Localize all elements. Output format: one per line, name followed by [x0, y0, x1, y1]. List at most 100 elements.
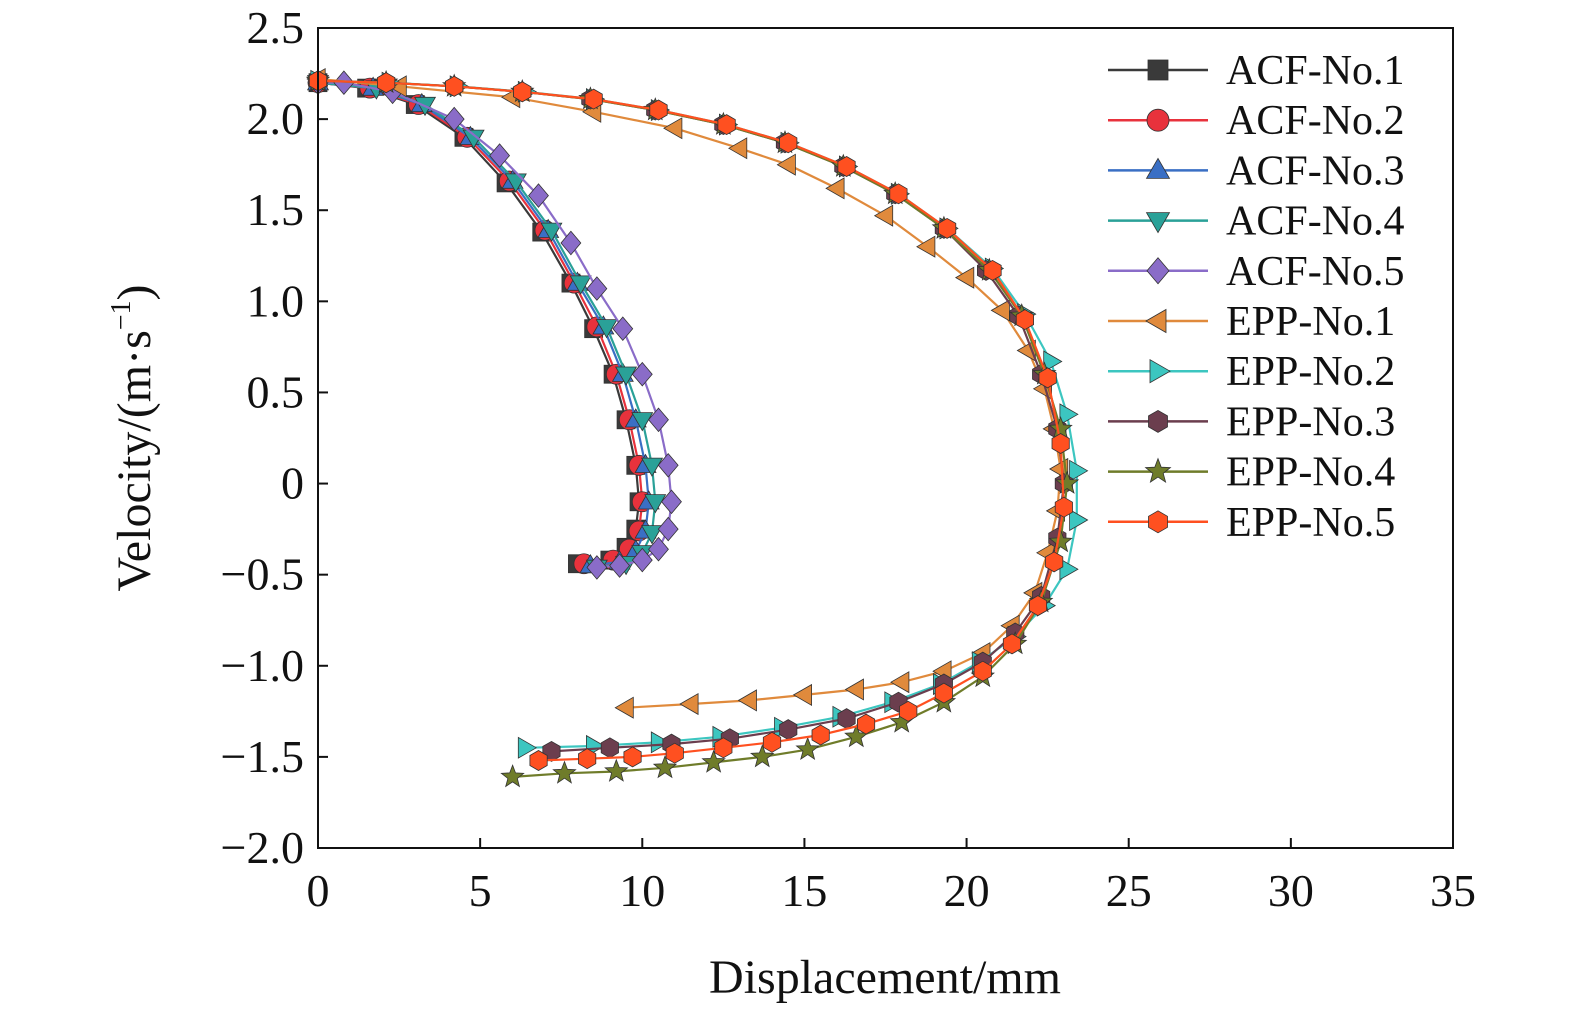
legend-label-epp-no-1: EPP-No.1 — [1226, 299, 1395, 345]
y-axis-title: Velocity/(m·s−1) — [106, 284, 161, 591]
data-point-epp-no-5 — [1002, 633, 1021, 655]
y-tick-label: 2.5 — [247, 2, 305, 53]
legend-marker-acf-no-2 — [1146, 108, 1170, 132]
data-point-epp-no-1 — [614, 696, 634, 719]
data-point-acf-no-5 — [489, 143, 511, 168]
data-point-epp-no-5 — [584, 88, 603, 110]
legend-item-acf-no-2: ACF-No.2 — [1108, 98, 1405, 144]
data-point-epp-no-5 — [665, 742, 684, 764]
data-point-acf-no-5 — [333, 70, 355, 96]
y-tick-label: 1.5 — [247, 184, 305, 235]
data-point-acf-no-4 — [595, 319, 618, 339]
data-point-epp-no-5 — [1054, 496, 1073, 518]
series-epp-no-1 — [306, 68, 1069, 719]
legend-label-acf-no-5: ACF-No.5 — [1226, 249, 1405, 295]
data-point-acf-no-5 — [586, 276, 608, 301]
legend-item-acf-no-4: ACF-No.4 — [1108, 199, 1405, 245]
data-point-acf-no-4 — [615, 366, 638, 386]
data-point-epp-no-5 — [837, 156, 856, 177]
data-point-epp-no-5 — [1015, 309, 1034, 331]
legend-item-epp-no-1: EPP-No.1 — [1108, 299, 1395, 345]
series-epp-no-2 — [310, 69, 1089, 759]
series-acf-no-4 — [306, 75, 667, 580]
data-point-epp-no-5 — [578, 748, 597, 770]
legend-label-epp-no-5: EPP-No.5 — [1226, 500, 1395, 546]
y-tick-label: −1.0 — [221, 640, 304, 691]
data-point-epp-no-1 — [663, 117, 683, 140]
data-point-acf-no-4 — [540, 222, 563, 242]
legend-marker-epp-no-1 — [1145, 308, 1167, 334]
data-point-acf-no-5 — [648, 536, 669, 562]
legend-label-acf-no-1: ACF-No.1 — [1226, 48, 1405, 94]
data-point-epp-no-1 — [737, 689, 757, 712]
data-point-acf-no-5 — [560, 230, 582, 256]
data-point-epp-no-5 — [714, 737, 733, 759]
x-tick-label: 0 — [307, 865, 330, 916]
y-tick-label: 1.0 — [247, 275, 305, 326]
legend-marker-acf-no-5 — [1146, 257, 1170, 285]
y-axis-title-sup: −1 — [106, 300, 137, 330]
x-tick-label: 15 — [781, 865, 827, 916]
y-tick-label: −2.0 — [221, 822, 304, 873]
data-point-epp-no-1 — [727, 137, 748, 160]
y-tick-label: 2.0 — [247, 93, 305, 144]
data-point-epp-no-1 — [792, 683, 812, 706]
legend-label-acf-no-4: ACF-No.4 — [1226, 199, 1405, 245]
legend-item-acf-no-5: ACF-No.5 — [1108, 249, 1405, 295]
data-point-epp-no-5 — [623, 746, 642, 768]
data-point-epp-no-2 — [1059, 558, 1079, 581]
data-point-epp-no-4 — [652, 754, 678, 779]
y-tick-label: 0.5 — [247, 366, 305, 417]
data-point-epp-no-5 — [983, 259, 1002, 281]
data-point-epp-no-1 — [776, 153, 796, 176]
data-point-epp-no-1 — [844, 678, 864, 701]
data-point-epp-no-5 — [934, 682, 953, 704]
x-tick-label: 30 — [1268, 865, 1314, 916]
data-point-epp-no-2 — [517, 736, 538, 759]
data-point-epp-no-1 — [990, 299, 1010, 322]
legend-label-epp-no-2: EPP-No.2 — [1226, 349, 1395, 395]
data-point-epp-no-1 — [873, 204, 894, 227]
data-point-acf-no-4 — [644, 494, 667, 514]
legend-item-epp-no-4: EPP-No.4 — [1108, 450, 1395, 496]
data-point-epp-no-4 — [604, 758, 629, 782]
axes: 0 5 10 15 20 25 30 35 2.5 2.0 1.5 1.0 0.5 0 −0.5 −1.0 −1… — [221, 2, 1476, 916]
legend-marker-epp-no-5 — [1148, 510, 1168, 534]
legend-marker-epp-no-4 — [1144, 457, 1172, 484]
x-axis-title: Displacement/mm — [709, 951, 1061, 1004]
data-point-acf-no-5 — [586, 555, 608, 580]
legend-item-acf-no-1: ACF-No.1 — [1108, 48, 1405, 94]
plot-area — [305, 67, 1089, 788]
data-point-acf-no-5 — [528, 183, 549, 208]
series-epp-no-3 — [308, 70, 1073, 762]
plot-frame — [317, 27, 1454, 849]
data-point-epp-no-2 — [1069, 459, 1089, 482]
data-point-epp-no-1 — [825, 177, 845, 200]
data-point-acf-no-4 — [569, 275, 592, 295]
data-point-epp-no-4 — [701, 749, 726, 773]
data-point-acf-no-4 — [641, 525, 664, 545]
data-point-acf-no-4 — [631, 412, 654, 432]
x-tick-label: 5 — [469, 865, 492, 916]
data-point-epp-no-5 — [857, 713, 876, 735]
series-epp-no-4 — [305, 67, 1080, 788]
y-tick-label: −0.5 — [221, 549, 304, 600]
data-point-epp-no-2 — [650, 731, 671, 754]
legend-marker-epp-no-3 — [1148, 409, 1168, 433]
data-point-epp-no-5 — [1028, 595, 1047, 617]
data-point-epp-no-5 — [513, 81, 532, 103]
data-point-epp-no-5 — [717, 114, 736, 136]
y-tick-label: −1.5 — [221, 731, 304, 782]
legend-marker-acf-no-4 — [1145, 212, 1171, 234]
legend-marker-acf-no-1 — [1147, 59, 1169, 81]
data-point-acf-no-5 — [648, 407, 669, 433]
data-point-acf-no-5 — [657, 516, 679, 542]
data-point-epp-no-4 — [500, 764, 525, 788]
data-point-epp-no-1 — [916, 235, 936, 258]
data-point-epp-no-4 — [1048, 529, 1073, 553]
data-point-epp-no-5 — [811, 724, 830, 746]
data-point-epp-no-5 — [938, 217, 957, 239]
data-point-acf-no-5 — [631, 361, 653, 387]
data-point-acf-no-5 — [612, 316, 634, 342]
